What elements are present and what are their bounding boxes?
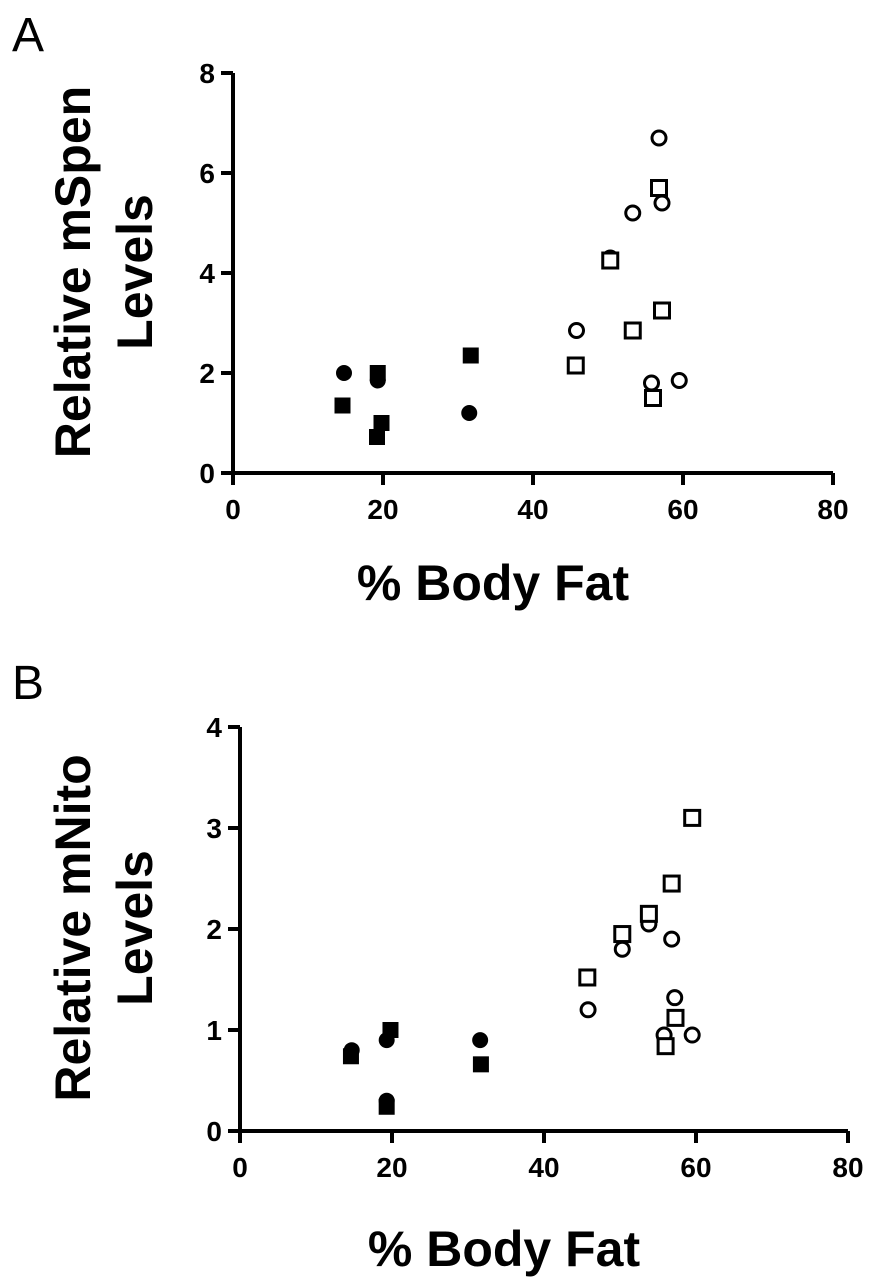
- panel-a-point-open-square: [601, 251, 620, 270]
- panel-b-x-tick-label: 0: [232, 1152, 248, 1183]
- panel-a-point-open-circle: [670, 372, 688, 389]
- panel-a-point-open-circle: [624, 204, 642, 222]
- panel-a-x-tick-label: 20: [367, 494, 398, 525]
- panel-b-point-filled-square: [342, 1048, 359, 1065]
- panel-a-x-tick-label: 0: [225, 494, 241, 525]
- panel-a-point-open-circle: [653, 194, 671, 212]
- panel-a-point-open-square: [623, 321, 642, 340]
- panel-b-y-tick-label: 0: [206, 1116, 222, 1147]
- panel-b-point-open-square: [639, 904, 658, 923]
- panel-a-point-open-circle: [568, 322, 585, 339]
- panel-a-point-open-square: [653, 301, 671, 320]
- panel-b-y-axis-title-line: Relative mNito: [45, 754, 101, 1101]
- panel-a-y-tick-label: 4: [199, 258, 215, 289]
- panel-b-x-tick-label: 20: [376, 1152, 407, 1183]
- panel-b-letter: B: [12, 657, 45, 710]
- panel-a-y-tick-label: 2: [199, 358, 215, 389]
- chart-panel-b: 0 20 40 60 80 0 1 2 3 4 % Body Fat Relative mNito Le…: [45, 712, 864, 1277]
- panel-b-x-tick-label: 40: [528, 1152, 559, 1183]
- panel-b-point-filled-square: [382, 1022, 399, 1038]
- panel-a-x-tick-label: 80: [817, 494, 848, 525]
- panel-a-point-filled-square: [373, 415, 390, 431]
- panel-a-x-tick-label: 60: [667, 494, 698, 525]
- panel-a-point-filled-square: [369, 429, 385, 445]
- panel-b-point-open-circle: [683, 1026, 701, 1044]
- panel-a-point-filled-circle: [336, 365, 352, 381]
- panel-b-y-axis-title: Relative mNito Levels: [45, 754, 163, 1101]
- panel-b-x-axis-title: % Body Fat: [368, 1221, 641, 1277]
- panel-a-y-tick-label: 0: [199, 458, 215, 489]
- panel-b-x-tick-label: 60: [680, 1152, 711, 1183]
- panel-b-point-open-circle: [613, 940, 631, 958]
- panel-b-point-open-square: [613, 925, 632, 944]
- panel-b-point-open-square: [662, 874, 681, 893]
- panel-a-x-tick-label: 40: [517, 494, 548, 525]
- panel-b-point-filled-square: [378, 1098, 395, 1115]
- panel-a-y-tick-label: 8: [199, 58, 215, 89]
- panel-a-point-open-square: [650, 179, 668, 197]
- panel-a-y-axis-title: Relative mSpen Levels: [45, 86, 163, 458]
- panel-a-point-filled-square: [462, 347, 479, 364]
- panel-a-x-axis-title: % Body Fat: [357, 555, 630, 611]
- panel-a-point-filled-square: [369, 365, 386, 381]
- panel-a-point-open-circle: [650, 129, 668, 147]
- panel-b-y-tick-label: 3: [206, 813, 222, 844]
- panel-b-y-tick-label: 1: [206, 1015, 222, 1046]
- panel-b-point-open-circle: [579, 1001, 597, 1019]
- panel-a-point-open-square: [644, 389, 662, 407]
- panel-a-y-axis-title-line: Relative mSpen: [45, 86, 101, 458]
- panel-b-x-tick-label: 80: [832, 1152, 863, 1183]
- panel-b-point-filled-circle: [472, 1032, 489, 1049]
- panel-a-point-open-circle: [643, 374, 660, 392]
- panel-a-y-axis-title-line: Levels: [107, 194, 163, 350]
- panel-a-y-tick-label: 6: [199, 158, 215, 189]
- panel-b-point-filled-square: [472, 1056, 489, 1073]
- panel-b-point-open-square: [656, 1037, 675, 1056]
- chart-panel-a: 0 20 40 60 80 0 2 4 6 8 % Body Fat Relative mSpen Le…: [45, 58, 849, 611]
- panel-b-y-axis-title-line: Levels: [107, 850, 163, 1006]
- panel-a-point-filled-square: [334, 397, 351, 414]
- panel-b-y-tick-label: 2: [206, 914, 222, 945]
- panel-a-point-filled-circle: [461, 405, 478, 421]
- panel-a-point-open-square: [566, 356, 585, 375]
- panel-b-point-open-square: [683, 808, 702, 827]
- panel-b-y-tick-label: 4: [206, 712, 222, 743]
- panel-b-point-open-circle: [666, 989, 684, 1007]
- panel-b-point-open-circle: [663, 930, 681, 948]
- panel-a-letter: A: [12, 9, 45, 62]
- panel-b-point-open-square: [578, 968, 597, 987]
- panel-b-point-open-square: [666, 1008, 685, 1027]
